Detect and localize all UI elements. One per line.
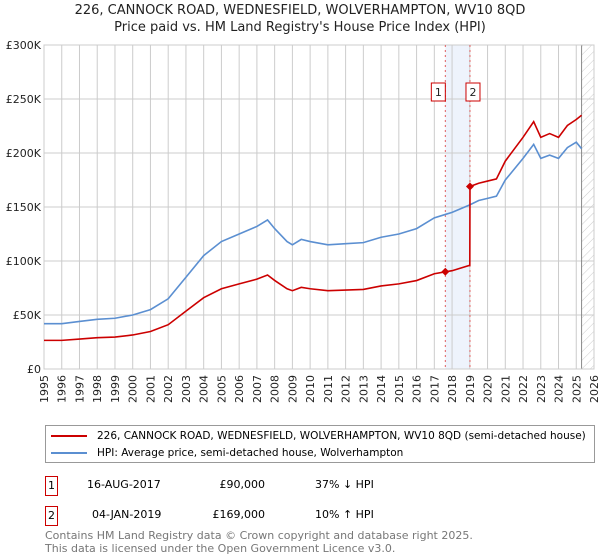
sale-badge — [465, 82, 481, 102]
chart-title: 226, CANNOCK ROAD, WEDNESFIELD, WOLVERHA… — [74, 3, 526, 18]
x-tick-label: 2019 — [464, 375, 477, 403]
x-tick-label: 1996 — [56, 375, 69, 403]
x-tick-label: 2022 — [517, 375, 530, 403]
x-tick-label: 2013 — [357, 375, 370, 403]
x-tick-label: 1997 — [73, 375, 86, 403]
y-tick-label: £100K — [6, 255, 42, 268]
transaction-date: 16-AUG-2017 — [87, 478, 161, 491]
x-tick-label: 2000 — [127, 375, 140, 403]
x-tick-label: 1998 — [91, 375, 104, 403]
transaction-badge: 2 — [45, 506, 58, 526]
x-tick-label: 2009 — [286, 375, 299, 403]
transaction-hpi: 37% ↓ HPI — [315, 478, 374, 491]
property-price-line — [44, 114, 583, 342]
x-tick-label: 2001 — [144, 375, 157, 403]
y-tick-label: £0 — [27, 363, 41, 376]
x-tick-label: 2011 — [322, 375, 335, 403]
footer-copyright: Contains HM Land Registry data © Crown c… — [45, 529, 473, 542]
x-tick-label: 2012 — [340, 375, 353, 403]
transaction-date: 04-JAN-2019 — [92, 508, 162, 521]
legend: 226, CANNOCK ROAD, WEDNESFIELD, WOLVERHA… — [45, 425, 595, 463]
sale-badge — [430, 82, 446, 102]
sale-badge-label: 2 — [469, 86, 476, 99]
x-tick-label: 2020 — [482, 375, 495, 403]
x-tick-label: 2007 — [251, 375, 264, 403]
y-tick-label: £300K — [6, 39, 42, 52]
x-tick-label: 2017 — [428, 375, 441, 403]
y-tick-label: £50K — [13, 309, 42, 322]
x-tick-label: 2016 — [411, 375, 424, 403]
y-tick-label: £200K — [6, 147, 42, 160]
x-tick-label: 1999 — [109, 375, 122, 403]
x-tick-label: 2018 — [446, 375, 459, 403]
sale-point — [441, 267, 450, 276]
legend-red-line — [51, 435, 87, 437]
hpi-line — [44, 141, 583, 325]
transaction-badge: 1 — [45, 476, 58, 496]
transaction-hpi: 10% ↑ HPI — [315, 508, 374, 521]
x-tick-label: 2010 — [304, 375, 317, 403]
sale-badge-label: 1 — [435, 86, 442, 99]
x-tick-label: 2026 — [588, 375, 600, 403]
transaction-row: 1 16-AUG-2017 £90,000 37% ↓ HPI — [45, 476, 445, 496]
x-tick-label: 1995 — [38, 375, 51, 403]
x-tick-label: 2008 — [269, 375, 282, 403]
legend-label-property: 226, CANNOCK ROAD, WEDNESFIELD, WOLVERHA… — [97, 430, 586, 442]
sale-point — [465, 182, 474, 191]
y-tick-label: £150K — [6, 201, 42, 214]
y-tick-label: £250K — [6, 93, 42, 106]
x-tick-label: 2015 — [393, 375, 406, 403]
x-tick-label: 2024 — [553, 375, 566, 403]
x-tick-label: 2004 — [198, 375, 211, 403]
legend-label-hpi: HPI: Average price, semi-detached house,… — [97, 447, 404, 459]
plot-frame — [43, 44, 595, 370]
footer-licence: This data is licensed under the Open Gov… — [45, 542, 396, 555]
legend-blue-line — [51, 452, 87, 454]
x-tick-label: 2021 — [499, 375, 512, 403]
x-tick-label: 2002 — [162, 375, 175, 403]
transaction-price: £90,000 — [219, 478, 266, 491]
transaction-price: £169,000 — [212, 508, 266, 521]
x-tick-label: 2003 — [180, 375, 193, 403]
x-tick-label: 2014 — [375, 375, 388, 403]
x-tick-label: 2025 — [570, 375, 583, 403]
x-tick-label: 2023 — [535, 375, 548, 403]
chart-subtitle: Price paid vs. HM Land Registry's House … — [114, 20, 486, 35]
chart: 1995 1996 1997 1998 1999 2000 2001 2002 2003 2004… — [6, 39, 600, 403]
transaction-row: 2 04-JAN-2019 £169,000 10% ↑ HPI — [45, 506, 445, 526]
x-tick-label: 2006 — [233, 375, 246, 403]
footer: Contains HM Land Registry data © Crown c… — [45, 529, 473, 555]
x-tick-label: 2005 — [215, 375, 228, 403]
